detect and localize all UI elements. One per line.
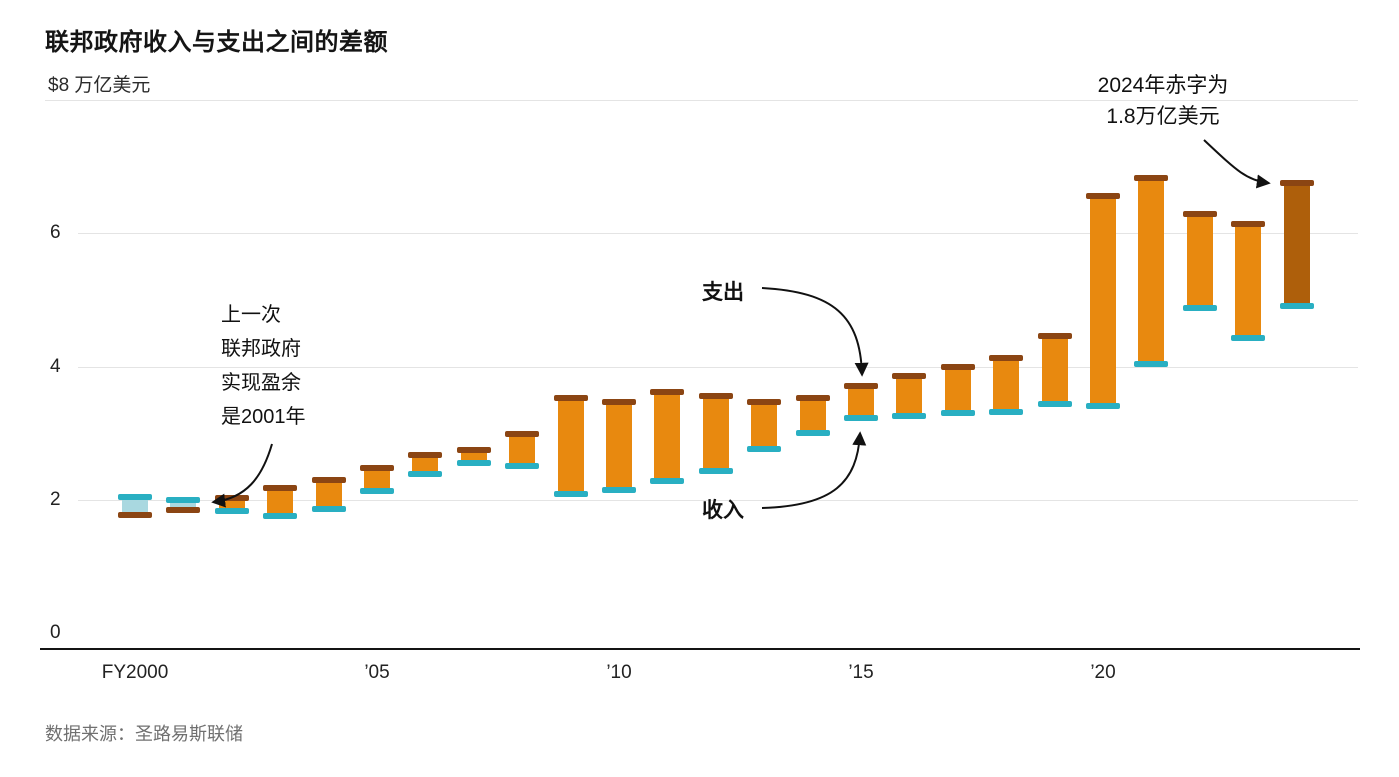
revenue-cap-2010 (602, 487, 636, 494)
revenue-cap-2023 (1231, 335, 1266, 342)
spending-cap-2018 (989, 355, 1024, 362)
y-tick-label-0: 0 (50, 622, 61, 643)
range-bar-2000 (122, 497, 148, 514)
x-tick-label-2000: FY2000 (101, 662, 169, 683)
spending-cap-2002 (214, 495, 249, 502)
spending-cap-2000 (118, 511, 152, 518)
y-axis-unit-label: $8 万亿美元 (48, 75, 151, 96)
range-bar-2024 (1283, 183, 1310, 306)
spending-cap-2012 (698, 393, 733, 400)
spending-series-label: 支出 (702, 281, 744, 304)
revenue-cap-2007 (456, 459, 491, 466)
range-bar-2006 (412, 455, 439, 473)
revenue-cap-2014 (795, 429, 830, 436)
gridline-2 (78, 499, 1358, 501)
revenue-cap-2022 (1182, 304, 1217, 311)
spending-cap-2015 (844, 383, 878, 390)
revenue-cap-2016 (892, 413, 927, 420)
spending-cap-2024 (1279, 179, 1314, 186)
revenue-cap-2001 (166, 496, 201, 503)
revenue-cap-2021 (1134, 361, 1169, 368)
revenue-cap-2003 (263, 512, 298, 519)
spending-cap-2022 (1182, 211, 1217, 218)
range-bar-2001 (170, 500, 197, 510)
range-bar-2004 (315, 480, 342, 508)
spending-cap-2003 (263, 485, 298, 492)
spending-cap-2004 (311, 476, 346, 483)
x-tick-label-2020: ’20 (1090, 662, 1116, 683)
range-bar-2008 (509, 434, 536, 466)
y-tick-label-4: 4 (50, 355, 61, 377)
spending-cap-2023 (1231, 220, 1266, 227)
range-bar-2010 (606, 402, 632, 490)
revenue-cap-2015 (844, 414, 878, 421)
spending-cap-2014 (795, 395, 830, 402)
revenue-cap-2008 (505, 463, 540, 470)
range-bar-2003 (267, 489, 294, 515)
revenue-cap-2024 (1279, 303, 1314, 310)
revenue-cap-2012 (698, 467, 733, 474)
x-tick-label-2010: ’10 (606, 662, 632, 683)
range-bar-2013 (751, 403, 778, 448)
spending-cap-2016 (892, 372, 927, 379)
range-bar-2022 (1186, 215, 1213, 307)
range-bar-2016 (896, 376, 923, 416)
gridline-8 (45, 100, 1358, 102)
y-tick-label-6: 6 (50, 222, 61, 244)
range-bar-2017 (944, 367, 971, 412)
range-bar-2015 (848, 387, 874, 417)
range-bar-2011 (654, 393, 681, 480)
range-bar-2005 (364, 468, 390, 490)
spending-cap-2008 (505, 430, 540, 437)
range-bar-2019 (1041, 336, 1068, 403)
revenue-cap-2004 (311, 505, 346, 512)
spending-cap-2006 (408, 451, 443, 458)
spending-cap-2001 (166, 507, 201, 514)
revenue-cap-2006 (408, 470, 443, 477)
range-bar-2021 (1138, 178, 1165, 364)
range-bar-2018 (993, 359, 1020, 412)
revenue-cap-2005 (360, 487, 394, 494)
revenue-cap-2013 (747, 445, 782, 452)
spending-cap-2013 (747, 399, 782, 406)
range-bar-2014 (799, 399, 826, 432)
spending-cap-2021 (1134, 174, 1169, 181)
revenue-cap-2002 (214, 507, 249, 514)
source-note: 数据来源：圣路易斯联储 (45, 724, 243, 744)
spending-cap-2010 (602, 398, 636, 405)
x-axis-line (40, 648, 1360, 650)
range-bar-2009 (557, 398, 584, 493)
spending-cap-2005 (360, 464, 394, 471)
range-bar-2007 (460, 451, 487, 462)
range-bar-2002 (218, 499, 245, 510)
x-tick-label-2015: ’15 (848, 662, 874, 683)
revenue-cap-2018 (989, 409, 1024, 416)
spending-cap-2011 (650, 389, 685, 396)
revenue-cap-2019 (1037, 400, 1072, 407)
gridline-4 (78, 366, 1358, 368)
revenue-cap-2020 (1086, 403, 1120, 410)
revenue-cap-2000 (118, 493, 152, 500)
revenue-cap-2011 (650, 477, 685, 484)
deficit-annotation: 2024年赤字为 1.8万亿美元 (1097, 74, 1229, 128)
gridline-6 (78, 233, 1358, 235)
y-tick-label-2: 2 (50, 488, 61, 510)
spending-cap-2007 (456, 447, 491, 454)
revenue-cap-2009 (553, 490, 588, 497)
revenue-series-label: 收入 (702, 499, 744, 522)
revenue-cap-2017 (940, 409, 975, 416)
x-tick-label-2005: ’05 (364, 662, 390, 683)
range-bar-2020 (1090, 196, 1116, 406)
range-bar-2023 (1235, 224, 1262, 338)
spending-cap-2019 (1037, 332, 1072, 339)
spending-cap-2009 (553, 394, 588, 401)
chart-title: 联邦政府收入与支出之间的差额 (45, 29, 388, 56)
spending-cap-2017 (940, 363, 975, 370)
surplus-annotation: 上一次 联邦政府 实现盈余 是2001年 (221, 304, 306, 428)
range-bar-2012 (702, 397, 729, 470)
spending-cap-2020 (1086, 192, 1120, 199)
